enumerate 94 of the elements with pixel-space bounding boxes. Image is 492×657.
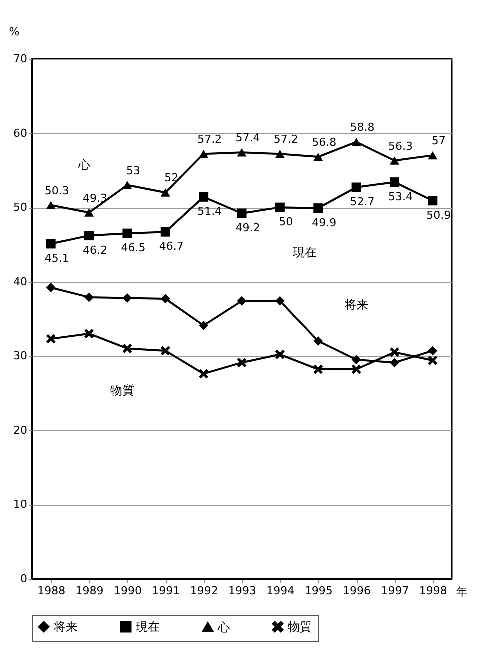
x-tick-label: 1997	[381, 584, 410, 598]
x-tick-label: 1990	[114, 584, 142, 598]
point	[122, 344, 132, 354]
point	[275, 296, 285, 306]
point	[314, 204, 324, 214]
text: 心	[78, 158, 90, 172]
point	[237, 296, 247, 306]
data-label: 53	[126, 164, 140, 178]
x-tick-label: 1996	[343, 584, 372, 598]
data-label: 57.2	[198, 133, 222, 146]
point	[46, 283, 56, 293]
data-label: 53.4	[388, 190, 413, 204]
point	[46, 239, 56, 249]
point	[237, 208, 247, 218]
point	[160, 346, 170, 356]
y-tick-label: 50	[14, 201, 28, 214]
data-label: 51.4	[198, 205, 222, 218]
y-tick-label: 10	[14, 498, 28, 512]
data-label: 49.2	[236, 222, 260, 235]
point	[428, 356, 438, 366]
point	[352, 182, 362, 192]
data-label: 50	[279, 216, 294, 229]
data-label: 56.3	[388, 140, 413, 153]
point	[314, 152, 324, 162]
point	[122, 228, 132, 238]
y-tick-label: 60	[14, 126, 28, 140]
x-tick-label: 1988	[38, 584, 66, 598]
data-label: 57	[432, 134, 446, 148]
point	[84, 292, 94, 302]
data-label: 50.9	[426, 208, 452, 222]
point	[352, 364, 362, 374]
data-label: 57.2	[274, 133, 298, 146]
x-tick-label: 1992	[190, 584, 218, 598]
point	[428, 346, 438, 356]
point	[160, 294, 170, 304]
legend-label: 物質	[288, 620, 312, 634]
data-label: 52.7	[350, 196, 375, 209]
data-label: 58.8	[350, 121, 375, 134]
data-label: 46.5	[121, 242, 146, 255]
point	[199, 320, 209, 330]
point	[84, 329, 94, 339]
y-tick-label: 0	[20, 572, 28, 586]
point	[428, 196, 438, 206]
data-label: 45.1	[44, 252, 70, 265]
x-tick-label: 1995	[304, 584, 333, 598]
y-tick-label: 40	[14, 275, 28, 288]
legend-label: 将来	[53, 620, 78, 634]
legend-label: 心	[217, 620, 230, 634]
data-label: 57.4	[236, 132, 260, 145]
point	[352, 138, 362, 146]
y-tick-label: 70	[14, 52, 28, 66]
point	[199, 192, 209, 202]
point	[199, 150, 209, 158]
point	[46, 334, 56, 344]
data-label: 46.2	[83, 244, 108, 257]
legend-label: 現在	[136, 620, 160, 634]
x-axis-title: 年	[456, 586, 468, 598]
x-tick-label: 1991	[152, 584, 180, 598]
text: 将来	[344, 298, 369, 312]
point	[275, 150, 285, 158]
text: 現在	[293, 246, 318, 260]
x-tick-label: 1998	[419, 584, 448, 598]
point	[199, 369, 209, 379]
point	[428, 151, 438, 160]
point	[390, 178, 400, 188]
point	[237, 358, 247, 368]
data-label: 50.3	[44, 184, 70, 198]
point	[352, 355, 362, 365]
y-axis-title: %	[9, 26, 20, 38]
point	[122, 181, 132, 190]
text: 物質	[110, 384, 134, 398]
x-tick-label: 1989	[76, 584, 104, 598]
x-tick-label: 1994	[266, 584, 295, 598]
data-label: 46.7	[159, 240, 184, 254]
point	[275, 350, 285, 360]
point	[314, 364, 324, 374]
point	[390, 348, 400, 358]
point	[122, 293, 132, 303]
point	[390, 358, 400, 368]
point	[84, 231, 94, 241]
point	[46, 201, 56, 210]
point	[160, 188, 170, 197]
x-tick-label: 1993	[228, 584, 256, 598]
y-tick-label: 30	[14, 350, 28, 363]
point	[160, 227, 170, 237]
y-tick-label: 20	[14, 424, 28, 437]
data-label: 49.9	[312, 216, 337, 230]
point	[237, 148, 247, 157]
point	[275, 202, 285, 212]
data-label: 56.8	[312, 136, 337, 150]
data-label: 52	[164, 172, 179, 185]
point	[390, 156, 400, 165]
point	[84, 208, 94, 217]
point	[314, 336, 324, 346]
